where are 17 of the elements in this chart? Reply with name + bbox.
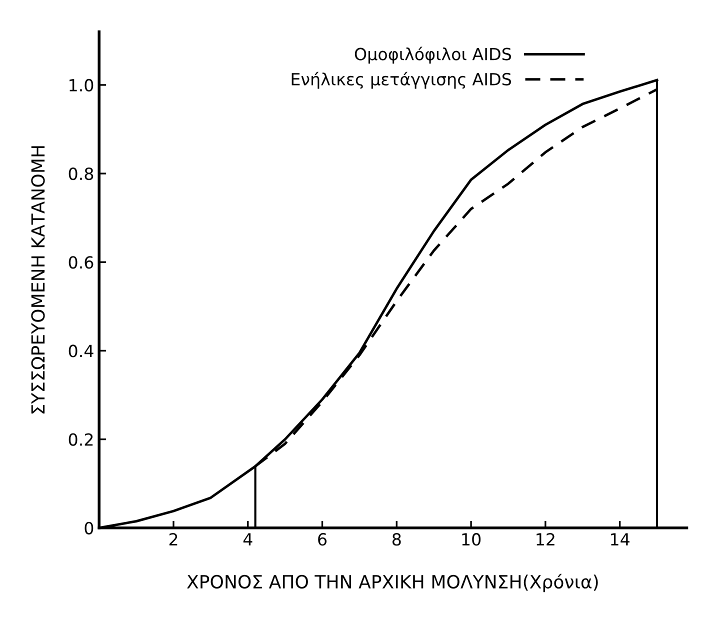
x-axis-title: ΧΡΟΝΟΣ ΑΠΟ ΤΗΝ ΑΡΧΙΚΗ ΜΟΛΥΝΣΗ(Χρόνια) — [187, 574, 598, 592]
y-tick-label: 0.6 — [68, 256, 94, 269]
legend-label: Ομοφιλόφιλοι AIDS — [354, 46, 512, 64]
y-tick-label: 0.4 — [68, 344, 94, 358]
x-tick-label: 6 — [318, 533, 327, 546]
y-tick-label: 0.8 — [68, 168, 94, 180]
y-tick-label: 0.2 — [68, 433, 93, 446]
x-tick-label: 10 — [462, 533, 481, 546]
x-tick-label: 4 — [243, 533, 252, 546]
y-tick-label: 1.0 — [70, 78, 94, 92]
x-tick-label: 2 — [169, 533, 178, 546]
x-tick-label: 12 — [536, 533, 554, 546]
y-tick-label: 0 — [84, 522, 94, 534]
legend-label: Ενήλικες μετάγγισης AIDS — [292, 72, 512, 89]
y-axis-title: ΣΥΣΣΩΡΕΥΟΜΕΝΗ ΚΑΤΑΝΟΜΗ — [31, 146, 45, 414]
x-tick-label: 8 — [392, 533, 401, 546]
x-tick-label: 14 — [611, 533, 630, 546]
